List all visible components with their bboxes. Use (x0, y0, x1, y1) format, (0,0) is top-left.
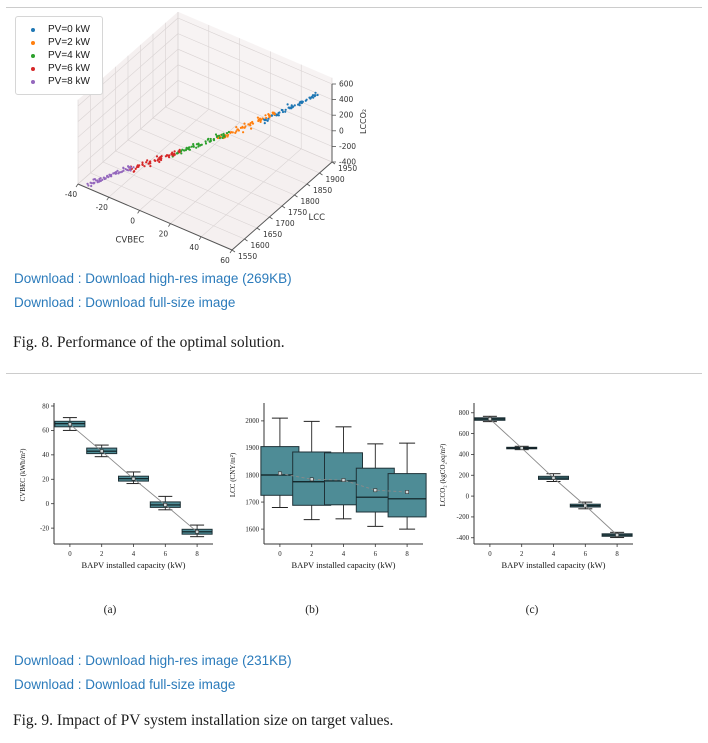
svg-text:BAPV installed capacity (kW): BAPV installed capacity (kW) (82, 560, 186, 570)
legend-marker-icon (31, 79, 35, 84)
svg-text:1700: 1700 (276, 219, 295, 228)
svg-text:2000: 2000 (245, 418, 259, 425)
svg-text:-20: -20 (96, 203, 108, 212)
svg-text:0: 0 (466, 493, 470, 500)
svg-text:8: 8 (615, 551, 619, 558)
svg-text:4: 4 (552, 551, 556, 558)
svg-text:40: 40 (42, 452, 49, 459)
svg-text:60: 60 (42, 428, 49, 435)
legend-item: PV=8 kW (24, 75, 90, 88)
figure-9-caption: Fig. 9. Impact of PV system installation… (13, 712, 394, 729)
svg-text:1900: 1900 (326, 175, 345, 184)
svg-text:0: 0 (278, 551, 282, 558)
svg-text:6: 6 (164, 551, 168, 558)
svg-text:1650: 1650 (263, 230, 282, 239)
svg-text:60: 60 (220, 256, 230, 265)
svg-text:1700: 1700 (245, 499, 259, 506)
svg-text:1850: 1850 (313, 186, 332, 195)
svg-text:20: 20 (159, 230, 169, 239)
svg-text:CVBEC (kWh/m²): CVBEC (kWh/m²) (19, 448, 27, 502)
legend-marker-icon (31, 40, 35, 45)
svg-text:-200: -200 (339, 142, 356, 151)
svg-text:800: 800 (459, 410, 470, 417)
svg-text:LCC: LCC (309, 213, 326, 223)
figure-9-subplot-b-boxplot: 1600 1700 1800 1900 2000 0 2 4 6 8 BAPV installed … (229, 403, 427, 570)
svg-text:8: 8 (195, 551, 199, 558)
section-divider-top (6, 7, 702, 8)
svg-text:80: 80 (42, 403, 49, 410)
fig9-download-full-size-link[interactable]: Download : Download full-size image (14, 677, 236, 692)
svg-text:-400: -400 (457, 535, 470, 542)
svg-text:CVBEC: CVBEC (115, 236, 144, 246)
figure-9-image[interactable]: -20 0 20 40 60 80 0 2 4 6 8 BAPV installed capacity… (0, 398, 708, 633)
subplot-b-label: (b) (305, 604, 319, 616)
svg-text:40: 40 (189, 243, 199, 252)
legend-label: PV=4 kW (48, 50, 90, 61)
svg-text:LCCO₂ (kgCO₂eq/m²): LCCO₂ (kgCO₂eq/m²) (439, 443, 447, 506)
svg-text:0: 0 (130, 216, 135, 225)
svg-text:1550: 1550 (238, 252, 257, 261)
legend-item: PV=0 kW (24, 23, 90, 36)
fig8-download-high-res-link[interactable]: Download : Download high-res image (269K… (14, 271, 292, 286)
svg-text:200: 200 (339, 111, 354, 120)
svg-text:-40: -40 (65, 190, 77, 199)
svg-text:4: 4 (342, 551, 346, 558)
svg-text:200: 200 (459, 473, 470, 480)
svg-text:-400: -400 (339, 158, 356, 167)
legend-label: PV=6 kW (48, 63, 90, 74)
svg-text:0: 0 (68, 551, 72, 558)
figure-9-subplot-c-boxplot: -400 -200 0 200 400 600 800 0 2 4 6 8 BAPV installed… (439, 403, 633, 570)
svg-text:0: 0 (339, 126, 344, 135)
svg-text:4: 4 (132, 551, 136, 558)
fig9-download-high-res-link[interactable]: Download : Download high-res image (231K… (14, 653, 292, 668)
subplot-c-label: (c) (525, 604, 539, 616)
legend-item: PV=4 kW (24, 49, 90, 62)
svg-text:BAPV installed capacity (kW): BAPV installed capacity (kW) (292, 560, 396, 570)
svg-text:1600: 1600 (245, 526, 259, 533)
legend-item: PV=2 kW (24, 36, 90, 49)
svg-text:1900: 1900 (245, 445, 259, 452)
section-divider-middle (6, 373, 702, 374)
svg-text:6: 6 (584, 551, 588, 558)
svg-text:2: 2 (310, 551, 314, 558)
svg-text:600: 600 (459, 431, 470, 438)
svg-text:LCC (CNY/m²): LCC (CNY/m²) (229, 452, 237, 497)
svg-text:1600: 1600 (251, 241, 270, 250)
figure-9-subplot-a-boxplot: -20 0 20 40 60 80 0 2 4 6 8 BAPV installed capacity… (19, 403, 213, 570)
svg-text:-200: -200 (457, 514, 470, 521)
svg-text:400: 400 (459, 452, 470, 459)
svg-text:6: 6 (374, 551, 378, 558)
legend-label: PV=0 kW (48, 24, 90, 35)
svg-text:400: 400 (339, 95, 354, 104)
svg-text:1800: 1800 (301, 197, 320, 206)
legend-label: PV=2 kW (48, 37, 90, 48)
svg-text:1750: 1750 (288, 208, 307, 217)
svg-text:2: 2 (520, 551, 524, 558)
svg-text:1800: 1800 (245, 472, 259, 479)
legend-item: PV=6 kW (24, 62, 90, 75)
figure-8-caption: Fig. 8. Performance of the optimal solut… (13, 334, 285, 351)
svg-text:1950: 1950 (338, 164, 357, 173)
subplot-a-label: (a) (103, 604, 117, 616)
svg-text:2: 2 (100, 551, 104, 558)
fig8-download-full-size-link[interactable]: Download : Download full-size image (14, 295, 236, 310)
legend-label: PV=8 kW (48, 76, 90, 87)
legend-marker-icon (31, 27, 35, 32)
svg-text:BAPV installed capacity (kW): BAPV installed capacity (kW) (502, 560, 606, 570)
svg-text:LCCO₂: LCCO₂ (359, 109, 368, 134)
svg-text:0: 0 (488, 551, 492, 558)
svg-text:-20: -20 (40, 525, 50, 532)
svg-text:0: 0 (46, 501, 50, 508)
figure-8-legend: PV=0 kW PV=2 kW PV=4 kW PV=6 kW PV=8 kW (15, 16, 103, 95)
svg-text:8: 8 (405, 551, 409, 558)
legend-marker-icon (31, 66, 35, 71)
svg-text:20: 20 (42, 477, 49, 484)
figure-8-image[interactable]: -40 -20 0 20 40 60 1550 1600 1650 1700 1750 1800 185… (10, 12, 410, 265)
svg-text:600: 600 (339, 80, 354, 89)
legend-marker-icon (31, 53, 35, 58)
